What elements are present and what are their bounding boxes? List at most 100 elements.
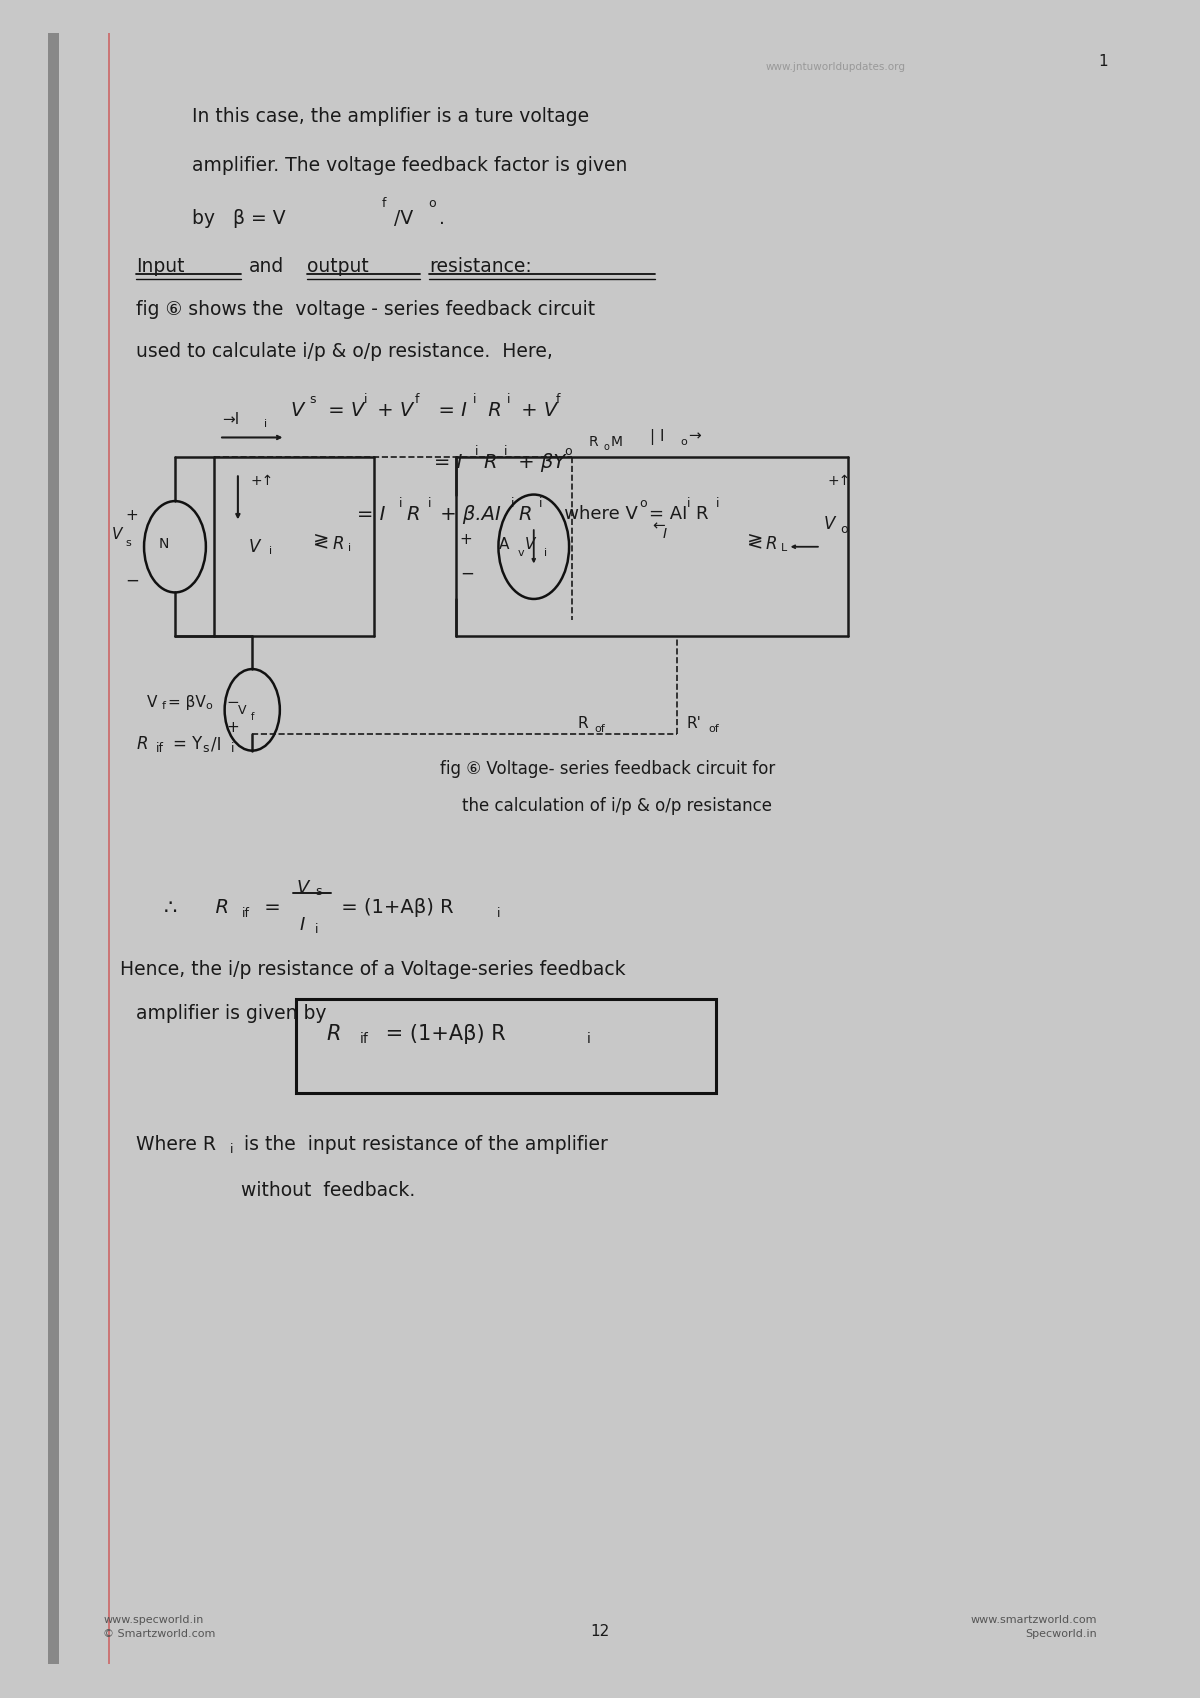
- Text: R: R: [482, 401, 502, 419]
- Text: s: s: [316, 885, 322, 898]
- Text: V: V: [238, 705, 246, 717]
- Text: i: i: [364, 392, 367, 406]
- Text: the calculation of i/p & o/p resistance: the calculation of i/p & o/p resistance: [462, 796, 772, 815]
- Text: R': R': [686, 715, 701, 730]
- Text: of: of: [708, 723, 719, 734]
- Text: f: f: [382, 197, 386, 211]
- Text: R: R: [589, 435, 599, 448]
- Text: i: i: [508, 392, 511, 406]
- Text: by   β = V: by β = V: [192, 209, 286, 228]
- Text: i: i: [504, 445, 508, 458]
- Text: amplifier. The voltage feedback factor is given: amplifier. The voltage feedback factor i…: [192, 156, 626, 175]
- Text: =: =: [258, 898, 287, 917]
- Text: s: s: [310, 392, 316, 406]
- Text: ∴: ∴: [164, 898, 178, 919]
- Text: Hence, the i/p resistance of a Voltage-series feedback: Hence, the i/p resistance of a Voltage-s…: [120, 959, 625, 978]
- Text: −: −: [227, 694, 240, 710]
- Text: fig ⑥ Voltage- series feedback circuit for: fig ⑥ Voltage- series feedback circuit f…: [440, 759, 775, 778]
- Text: o: o: [206, 701, 212, 711]
- Text: i: i: [544, 547, 547, 557]
- Text: + βY: + βY: [511, 453, 565, 472]
- Text: + β.AI: + β.AI: [434, 504, 502, 525]
- Text: + V: + V: [515, 401, 557, 419]
- Text: i: i: [473, 392, 476, 406]
- Text: o: o: [640, 498, 647, 509]
- Text: o: o: [565, 445, 572, 458]
- Text: Where R: Where R: [137, 1134, 216, 1153]
- Text: R: R: [407, 504, 420, 525]
- Text: if: if: [242, 907, 251, 919]
- Text: fig ⑥ shows the  voltage - series feedback circuit: fig ⑥ shows the voltage - series feedbac…: [137, 299, 595, 319]
- Text: and: and: [248, 258, 284, 277]
- Text: −: −: [460, 564, 474, 582]
- Text: Input: Input: [137, 258, 185, 277]
- Text: i: i: [688, 498, 691, 509]
- Text: i: i: [510, 498, 514, 509]
- Text: V: V: [148, 694, 157, 710]
- Text: s: s: [125, 538, 131, 547]
- Text: R: R: [203, 898, 228, 917]
- Text: i: i: [427, 498, 431, 509]
- Text: ←: ←: [652, 518, 665, 533]
- Text: = V: = V: [322, 401, 364, 419]
- Text: output: output: [307, 258, 370, 277]
- Text: R: R: [482, 453, 497, 472]
- Text: →: →: [689, 428, 701, 443]
- Text: R: R: [766, 535, 778, 552]
- Text: R: R: [578, 715, 588, 730]
- Text: f: f: [414, 392, 419, 406]
- Text: N: N: [158, 537, 169, 552]
- Text: /I: /I: [211, 735, 222, 752]
- Text: without  feedback.: without feedback.: [241, 1180, 415, 1199]
- Text: +: +: [227, 720, 240, 734]
- Text: = AI: = AI: [648, 504, 686, 523]
- Text: I: I: [662, 526, 667, 540]
- Text: www.jntuworldupdates.org: www.jntuworldupdates.org: [766, 61, 906, 71]
- Text: = I: = I: [434, 453, 463, 472]
- Text: f: f: [251, 711, 254, 722]
- Text: In this case, the amplifier is a ture voltage: In this case, the amplifier is a ture vo…: [192, 107, 589, 126]
- Text: V: V: [290, 401, 305, 419]
- Text: s: s: [203, 742, 209, 754]
- Text: if: if: [156, 742, 164, 754]
- Text: L: L: [781, 543, 787, 552]
- Text: = Y: = Y: [173, 735, 202, 752]
- Text: i: i: [348, 543, 352, 552]
- Text: used to calculate i/p & o/p resistance.  Here,: used to calculate i/p & o/p resistance. …: [137, 341, 553, 362]
- Text: www.specworld.in
© Smartzworld.com: www.specworld.in © Smartzworld.com: [103, 1615, 216, 1639]
- Text: /V: /V: [394, 209, 413, 228]
- Text: R: R: [137, 735, 148, 752]
- Text: if: if: [359, 1032, 368, 1046]
- Text: o: o: [680, 436, 688, 447]
- Text: v: v: [517, 547, 524, 557]
- Text: −: −: [125, 571, 139, 589]
- Text: f: f: [556, 392, 560, 406]
- Text: i: i: [264, 419, 268, 428]
- Text: is the  input resistance of the amplifier: is the input resistance of the amplifier: [238, 1134, 607, 1153]
- Text: of: of: [594, 723, 605, 734]
- Text: R: R: [332, 535, 344, 552]
- Text: 1: 1: [1098, 54, 1108, 68]
- Text: www.smartzworld.com
Specworld.in: www.smartzworld.com Specworld.in: [971, 1615, 1097, 1639]
- Text: resistance:: resistance:: [428, 258, 532, 277]
- Text: i: i: [232, 742, 235, 754]
- Text: V: V: [524, 537, 535, 552]
- Text: i: i: [269, 545, 272, 555]
- Text: o: o: [841, 523, 848, 537]
- Text: ≷: ≷: [313, 531, 329, 550]
- Text: i: i: [497, 907, 500, 919]
- Text: = I: = I: [358, 504, 385, 525]
- FancyBboxPatch shape: [4, 34, 59, 1664]
- Text: amplifier is given by: amplifier is given by: [137, 1004, 326, 1022]
- Text: V: V: [824, 514, 835, 533]
- Text: o: o: [604, 441, 610, 452]
- Text: +↑: +↑: [250, 474, 274, 487]
- Text: Μ: Μ: [611, 435, 623, 448]
- Text: +: +: [460, 531, 473, 547]
- Text: R: R: [518, 504, 532, 525]
- Text: i: i: [400, 498, 402, 509]
- Text: +: +: [125, 508, 138, 523]
- Text: 12: 12: [590, 1623, 610, 1639]
- Text: i: i: [587, 1032, 590, 1046]
- Text: R: R: [695, 504, 708, 523]
